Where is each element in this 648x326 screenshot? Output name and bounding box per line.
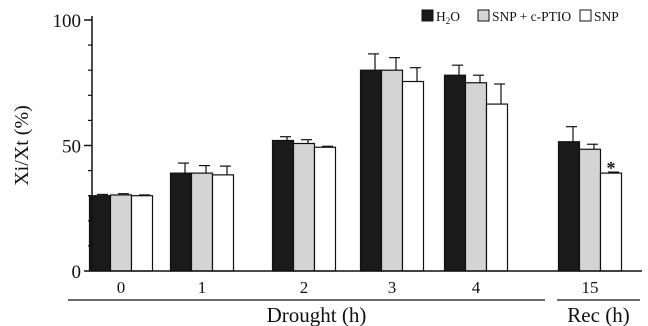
- error-bar-h2o-0: [97, 193, 108, 196]
- y-tick-label-0: 0: [72, 262, 82, 283]
- error-bar-snp-c-ptio-3: [389, 57, 400, 71]
- legend: H2O SNP + c-PTIO SNP: [421, 9, 619, 26]
- legend-swatch: [477, 9, 490, 22]
- bar-h2o-2: [271, 139, 295, 272]
- bar-snp-0: [130, 195, 154, 272]
- bar-h2o-15: [557, 141, 581, 272]
- legend-label: SNP: [594, 9, 619, 24]
- bar-snp-c-ptio-4: [464, 82, 488, 272]
- error-bar-snp-c-ptio-1: [199, 164, 210, 174]
- x-tick-label-15: 15: [582, 278, 599, 297]
- x-tick-label-0: 0: [117, 278, 126, 297]
- bar-snp-c-ptio-0: [109, 194, 133, 272]
- error-bar-snp-4: [494, 83, 505, 105]
- error-bar-snp-15: [608, 171, 619, 174]
- x-tick-label-1: 1: [198, 278, 207, 297]
- bar-snp-c-ptio-15: [578, 148, 602, 272]
- bar-h2o-3: [359, 69, 383, 272]
- bars-layer: [88, 69, 623, 272]
- error-bar-h2o-2: [280, 136, 291, 141]
- bar-snp-4: [485, 103, 509, 272]
- error-bar-snp-1: [220, 165, 231, 175]
- bar-snp-3: [401, 80, 425, 272]
- x-tick-label-3: 3: [388, 278, 397, 297]
- bar-h2o-1: [169, 172, 193, 272]
- error-bars-layer: [97, 53, 619, 196]
- error-bar-snp-c-ptio-4: [473, 74, 484, 83]
- bar-snp-2: [313, 146, 337, 272]
- axes-layer: [68, 16, 642, 301]
- group-title-0: Drought (h): [267, 303, 367, 326]
- x-tick-label-4: 4: [472, 278, 481, 297]
- bar-snp-15: [599, 172, 623, 272]
- legend-item-snp-c-ptio: SNP + c-PTIO: [477, 9, 571, 24]
- error-bar-snp-c-ptio-2: [301, 139, 312, 144]
- error-bar-snp-0: [139, 194, 150, 196]
- error-bar-h2o-15: [566, 126, 577, 142]
- error-bar-h2o-4: [452, 64, 463, 76]
- legend-item-h2o: H2O: [421, 9, 460, 26]
- y-axis-title: Xi/Xt (%): [11, 105, 33, 186]
- error-bar-h2o-3: [368, 53, 379, 71]
- legend-item-snp: SNP: [579, 9, 619, 24]
- bar-h2o-4: [443, 74, 467, 272]
- y-tick-label-100: 100: [53, 11, 82, 32]
- legend-swatch: [579, 9, 592, 22]
- bar-snp-c-ptio-3: [380, 69, 404, 272]
- bar-snp-c-ptio-2: [292, 142, 316, 272]
- group-title-1: Rec (h): [567, 303, 629, 326]
- error-bar-snp-c-ptio-0: [118, 193, 129, 195]
- legend-swatch: [421, 9, 434, 22]
- error-bar-h2o-1: [178, 162, 189, 174]
- labels-layer: 0 50 100 Xi/Xt (%) 0 1 2 3 4 15 Drought (h) Rec (h)…: [11, 11, 630, 326]
- x-tick-label-2: 2: [300, 278, 309, 297]
- y-tick-label-50: 50: [62, 137, 81, 158]
- error-bar-snp-2: [322, 145, 333, 148]
- bar-snp-c-ptio-1: [190, 172, 214, 272]
- significance-marker: *: [607, 158, 616, 178]
- bar-snp-1: [211, 174, 235, 272]
- error-bar-snp-3: [410, 67, 421, 82]
- error-bar-snp-c-ptio-15: [587, 143, 598, 150]
- legend-label: H2O: [436, 9, 460, 26]
- legend-label: SNP + c-PTIO: [492, 9, 571, 24]
